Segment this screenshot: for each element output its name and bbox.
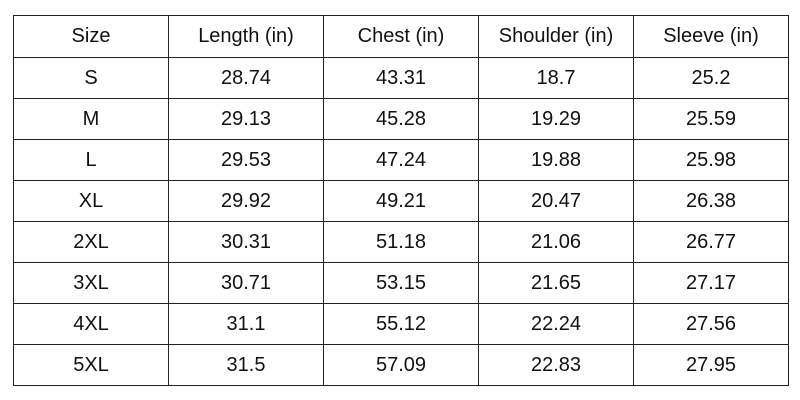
table-cell: 20.47 bbox=[478, 180, 634, 222]
table-header: Size Length (in) Chest (in) Shoulder (in) Sl… bbox=[13, 15, 789, 58]
table-cell: 31.5 bbox=[168, 344, 324, 386]
table-cell: XL bbox=[13, 180, 169, 222]
table-cell: 29.92 bbox=[168, 180, 324, 222]
header-cell: Shoulder (in) bbox=[478, 15, 634, 58]
header-cell: Sleeve (in) bbox=[633, 15, 789, 58]
table-cell: 28.74 bbox=[168, 57, 324, 99]
table-cell: 45.28 bbox=[323, 98, 479, 140]
table-cell: 25.98 bbox=[633, 139, 789, 181]
table-cell: 19.29 bbox=[478, 98, 634, 140]
table-row: S 28.74 43.31 18.7 25.2 bbox=[13, 57, 789, 99]
table-cell: 21.06 bbox=[478, 221, 634, 263]
table-row: L 29.53 47.24 19.88 25.98 bbox=[13, 139, 789, 181]
table-cell: 27.95 bbox=[633, 344, 789, 386]
table-cell: 29.53 bbox=[168, 139, 324, 181]
table-cell: 18.7 bbox=[478, 57, 634, 99]
table-cell: 3XL bbox=[13, 262, 169, 304]
table-cell: 27.56 bbox=[633, 303, 789, 345]
table-cell: 5XL bbox=[13, 344, 169, 386]
table-cell: 26.77 bbox=[633, 221, 789, 263]
table-cell: 31.1 bbox=[168, 303, 324, 345]
table-cell: 43.31 bbox=[323, 57, 479, 99]
header-row: Size Length (in) Chest (in) Shoulder (in) Sl… bbox=[13, 15, 789, 58]
header-cell: Length (in) bbox=[168, 15, 324, 58]
size-table: Size Length (in) Chest (in) Shoulder (in) Sl… bbox=[13, 15, 789, 386]
table-row: 4XL 31.1 55.12 22.24 27.56 bbox=[13, 303, 789, 345]
table-cell: 30.31 bbox=[168, 221, 324, 263]
table-cell: 53.15 bbox=[323, 262, 479, 304]
table-row: M 29.13 45.28 19.29 25.59 bbox=[13, 98, 789, 140]
table-cell: L bbox=[13, 139, 169, 181]
table-cell: 21.65 bbox=[478, 262, 634, 304]
table-cell: 47.24 bbox=[323, 139, 479, 181]
table-cell: 22.83 bbox=[478, 344, 634, 386]
table-cell: S bbox=[13, 57, 169, 99]
table-body: S 28.74 43.31 18.7 25.2 M 29.13 45.28 19.29 25.59… bbox=[13, 57, 789, 386]
table-cell: M bbox=[13, 98, 169, 140]
table-row: 5XL 31.5 57.09 22.83 27.95 bbox=[13, 344, 789, 386]
table-cell: 26.38 bbox=[633, 180, 789, 222]
table-cell: 51.18 bbox=[323, 221, 479, 263]
table-cell: 2XL bbox=[13, 221, 169, 263]
table-cell: 4XL bbox=[13, 303, 169, 345]
table-cell: 22.24 bbox=[478, 303, 634, 345]
table-row: 2XL 30.31 51.18 21.06 26.77 bbox=[13, 221, 789, 263]
table-cell: 57.09 bbox=[323, 344, 479, 386]
table-cell: 25.59 bbox=[633, 98, 789, 140]
table-cell: 19.88 bbox=[478, 139, 634, 181]
table-cell: 25.2 bbox=[633, 57, 789, 99]
table-cell: 49.21 bbox=[323, 180, 479, 222]
table-row: 3XL 30.71 53.15 21.65 27.17 bbox=[13, 262, 789, 304]
table-cell: 27.17 bbox=[633, 262, 789, 304]
table-cell: 29.13 bbox=[168, 98, 324, 140]
table-row: XL 29.92 49.21 20.47 26.38 bbox=[13, 180, 789, 222]
table-cell: 55.12 bbox=[323, 303, 479, 345]
header-cell: Chest (in) bbox=[323, 15, 479, 58]
header-cell: Size bbox=[13, 15, 169, 58]
table-cell: 30.71 bbox=[168, 262, 324, 304]
